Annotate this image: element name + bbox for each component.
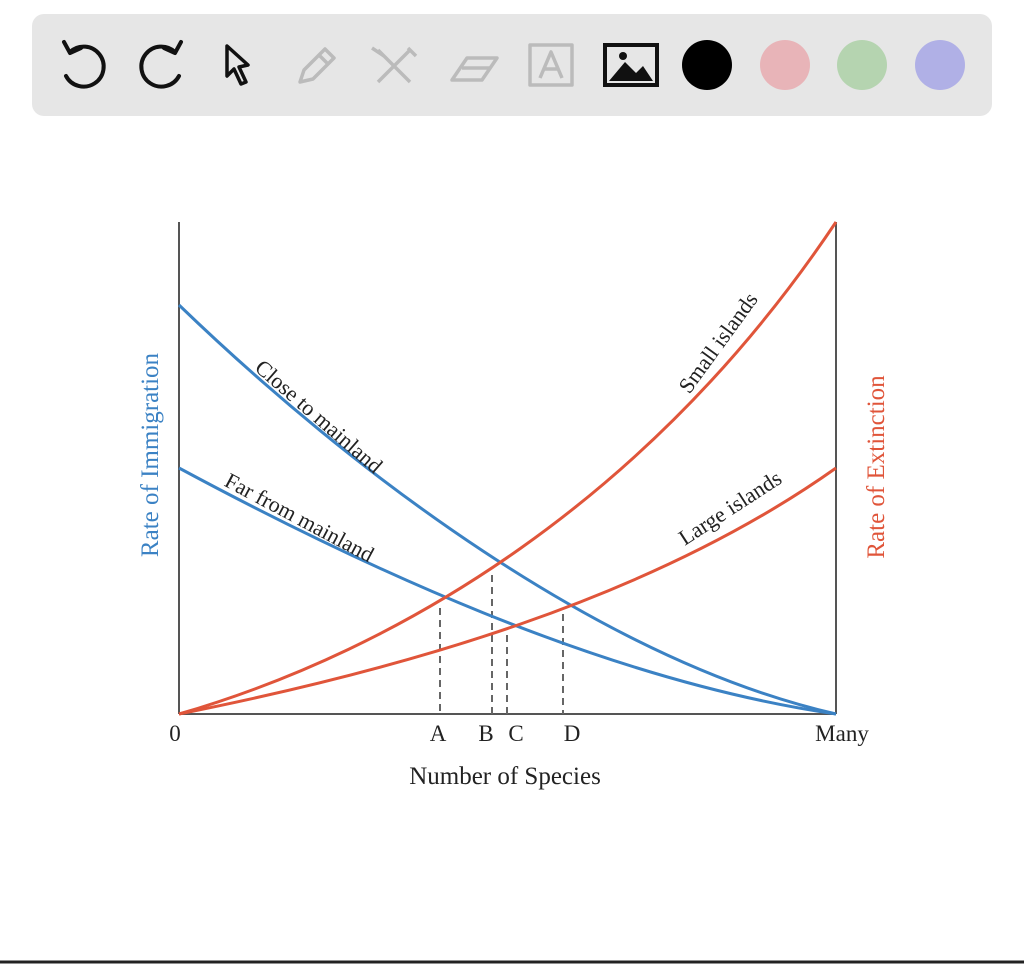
eraser-tool[interactable] <box>450 56 499 82</box>
curve-far <box>178 466 837 716</box>
tools-button[interactable] <box>371 46 418 84</box>
x-tick-label: A <box>430 721 447 746</box>
diagram: 0 A B C D Many Number of Species Rate of Immi… <box>137 221 890 790</box>
color-green[interactable] <box>837 40 887 90</box>
image-tool[interactable] <box>603 43 659 87</box>
curve-label: Close to mainland <box>250 354 387 478</box>
color-pink[interactable] <box>760 40 810 90</box>
color-black[interactable] <box>682 40 732 90</box>
curve-label: Large islands <box>674 465 786 550</box>
curve-small <box>178 221 838 716</box>
text-tool[interactable] <box>528 43 574 87</box>
y-axis-label-right: Rate of Extinction <box>863 375 890 559</box>
curve-label: Far from mainland <box>221 468 378 568</box>
y-axis-label-left: Rate of Immigration <box>137 352 164 557</box>
x-tick-label: Many <box>815 721 869 746</box>
curve-large <box>178 466 837 716</box>
x-tick-label: 0 <box>169 721 181 746</box>
pencil-tool[interactable] <box>298 47 336 84</box>
redo-button[interactable] <box>139 40 183 89</box>
x-tick-label: D <box>564 721 581 746</box>
toolbar <box>32 14 992 116</box>
curve-close <box>177 303 837 716</box>
undo-button[interactable] <box>62 40 106 89</box>
select-tool[interactable] <box>225 44 250 86</box>
x-tick-label: B <box>478 721 493 746</box>
x-axis-label: Number of Species <box>409 763 601 790</box>
x-tick-label: C <box>508 721 523 746</box>
curve-label: Small islands <box>673 288 763 398</box>
color-purple[interactable] <box>915 40 965 90</box>
